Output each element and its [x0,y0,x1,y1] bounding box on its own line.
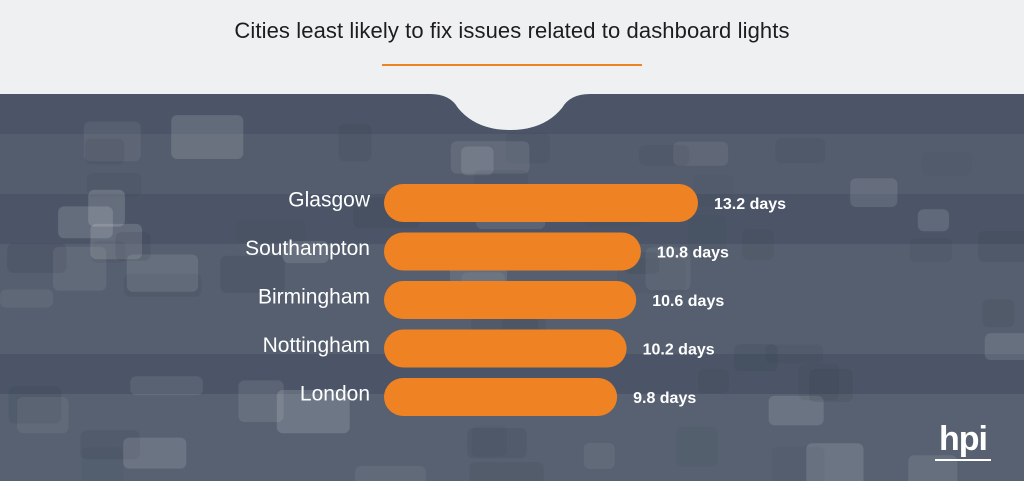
bar-chart: Glasgow 13.2 days Southampton 10.8 days Birm… [245,184,786,416]
bar-london [384,378,618,416]
chart-title: Cities least likely to fix issues relate… [234,18,790,43]
category-label: Birmingham [258,286,370,309]
category-label: London [300,383,370,406]
header: Cities least likely to fix issues relate… [0,0,1024,94]
category-label: Southampton [245,237,370,260]
chart-panel: Glasgow 13.2 days Southampton 10.8 days Birm… [0,94,1024,481]
category-label: Nottingham [263,334,370,357]
background-traffic-image [0,115,1024,481]
bar-southampton [384,232,641,271]
background-vehicles [0,115,1024,481]
chart-marks: Glasgow 13.2 days Southampton 10.8 days Birm… [245,184,786,416]
bar-birmingham [384,281,637,319]
value-label: 10.2 days [643,342,715,359]
category-label: Glasgow [288,189,371,212]
value-label: 13.2 days [714,196,786,213]
value-label: 10.8 days [657,245,729,262]
title-underline [382,64,642,66]
logo-text: hpi [939,420,988,458]
bar-glasgow [384,184,698,222]
value-label: 10.6 days [652,293,724,310]
hpi-logo: hpi [935,422,991,461]
logo-underline [935,459,991,461]
value-label: 9.8 days [633,390,696,407]
header-notch [430,94,590,130]
bar-nottingham [384,329,627,368]
